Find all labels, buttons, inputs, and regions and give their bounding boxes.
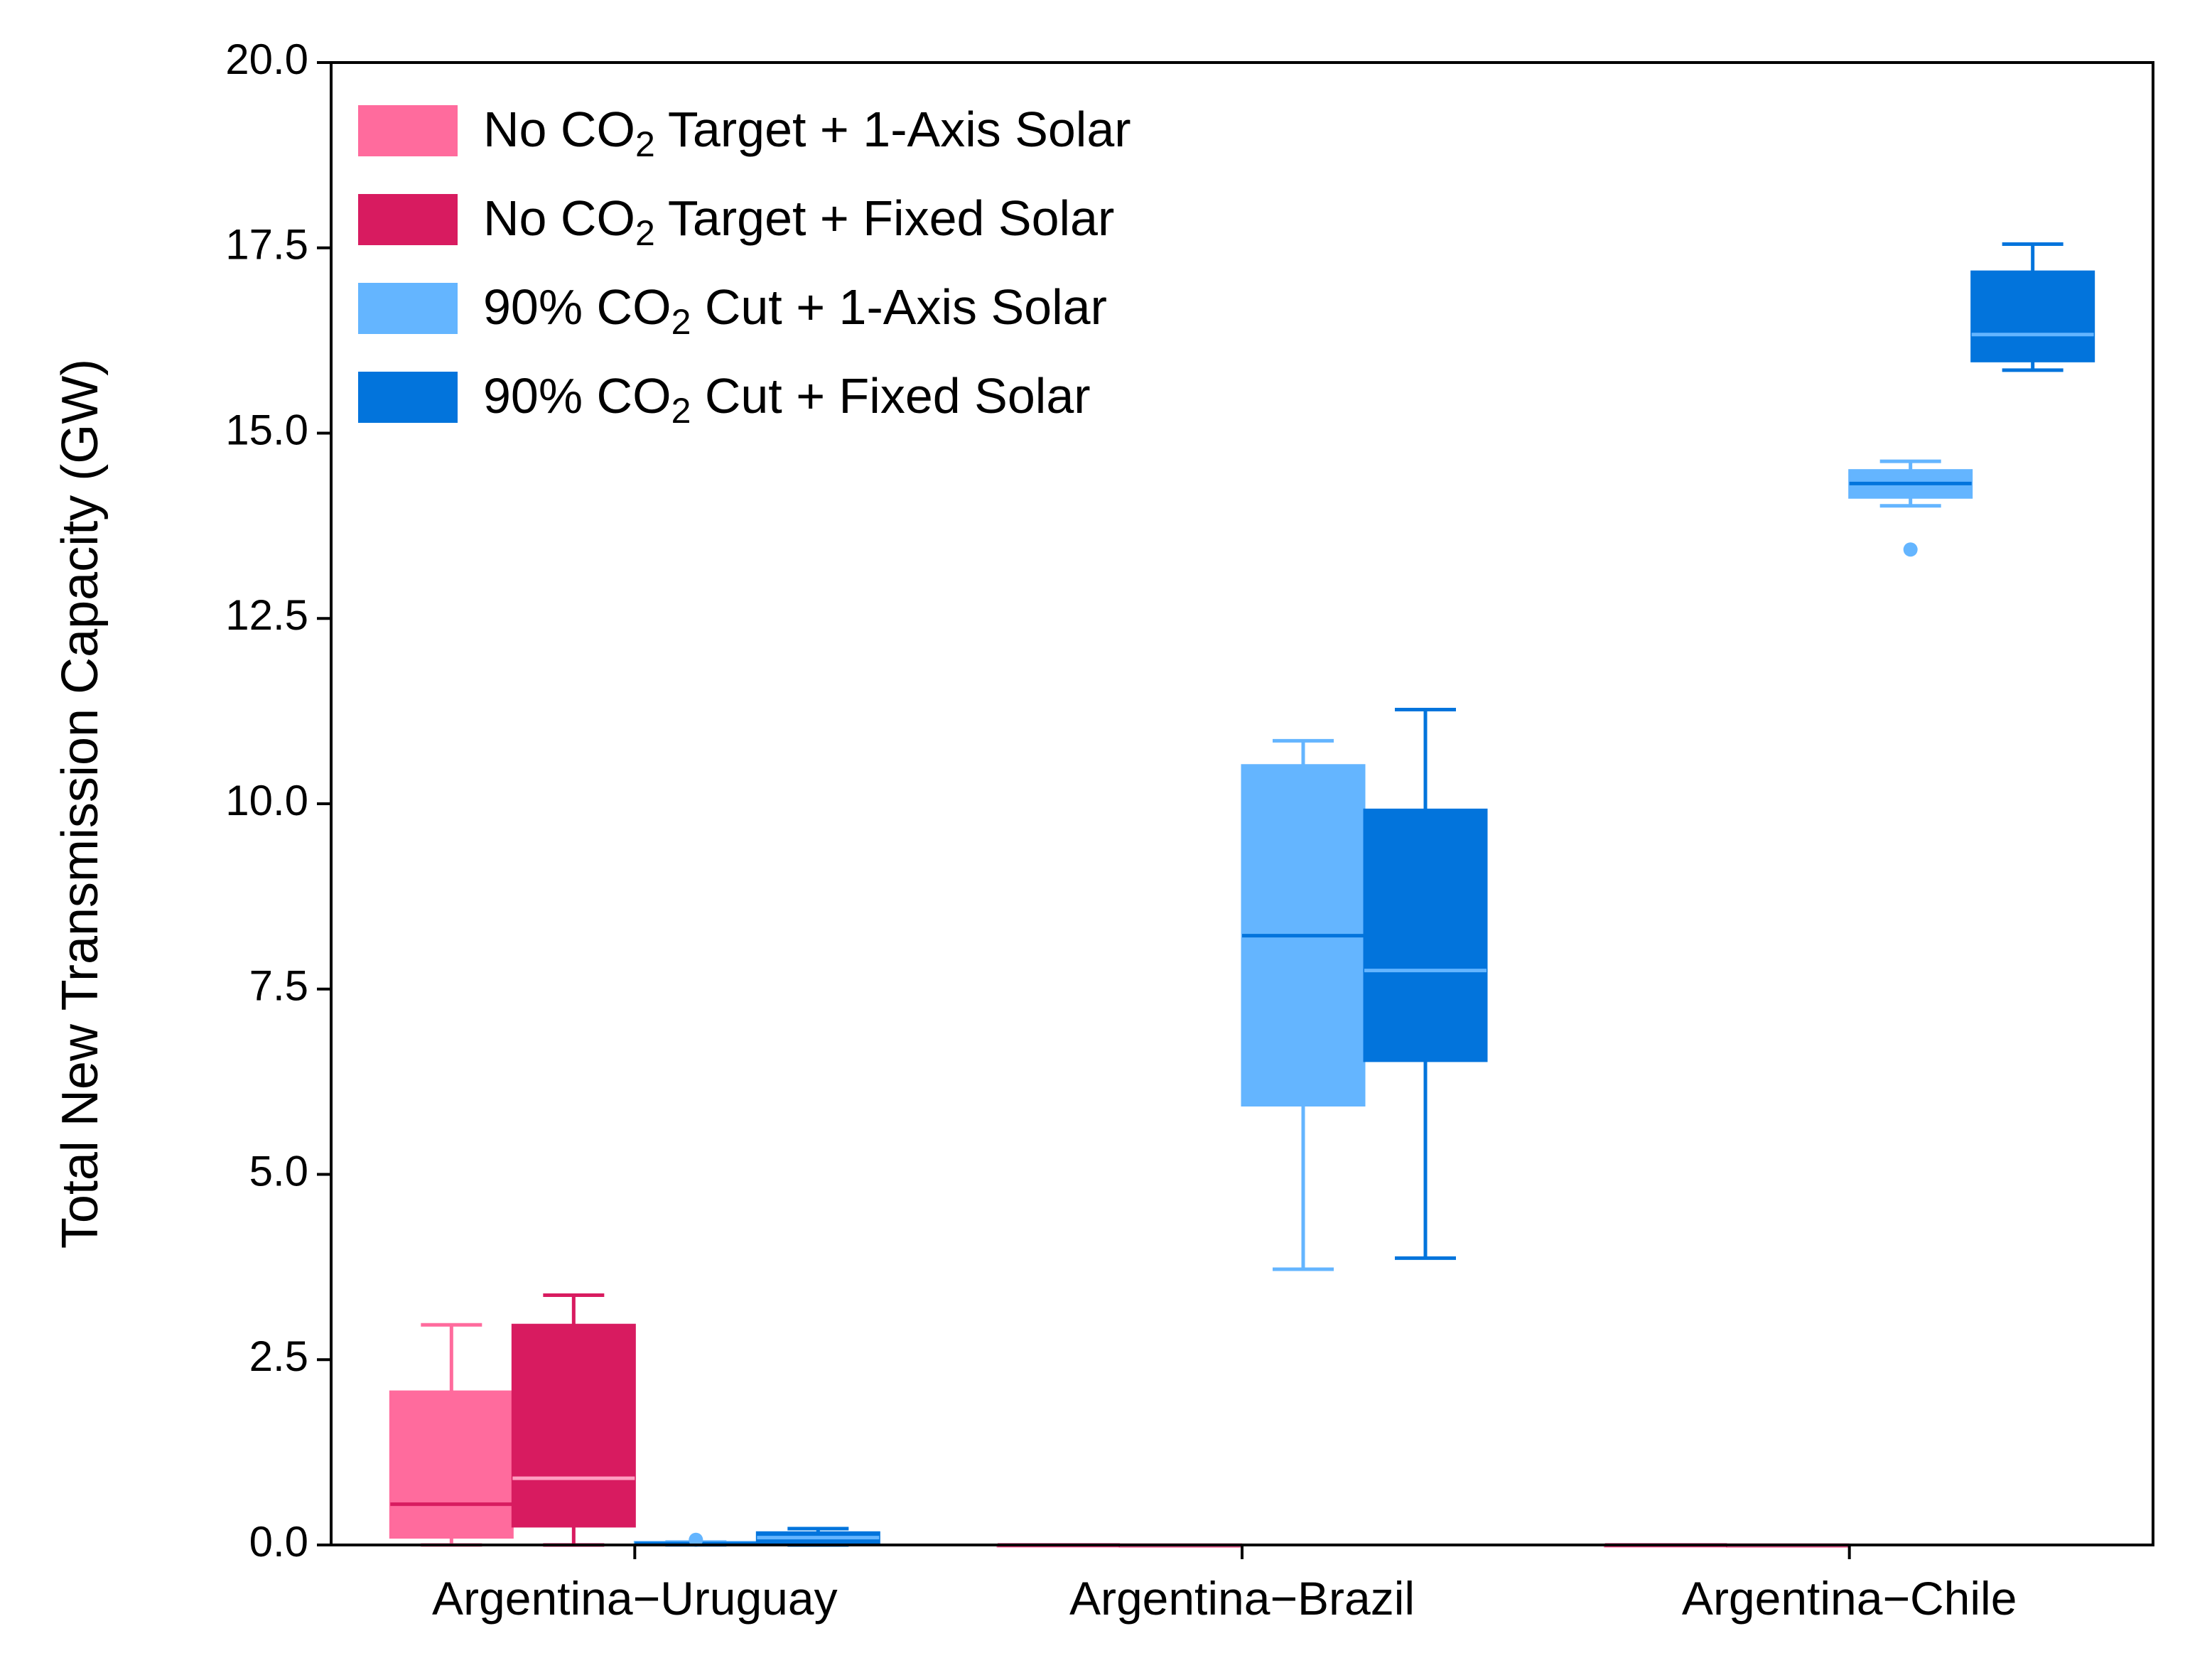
y-tick-label: 20.0 xyxy=(225,36,308,83)
box-3-2 xyxy=(1970,242,2095,372)
legend-label-text: Cut + Fixed Solar xyxy=(691,368,1090,424)
box-0-0 xyxy=(389,1323,514,1547)
y-tick-label: 5.0 xyxy=(249,1147,308,1195)
plot-area xyxy=(389,242,2095,1548)
x-tick-label: Argentina−Chile xyxy=(1682,1572,2017,1625)
box-body xyxy=(1363,808,1488,1062)
y-tick-label: 17.5 xyxy=(225,221,308,269)
flier-point xyxy=(1903,542,1918,557)
x-axis: Argentina−Uruguay Argentina−Brazil Argenti… xyxy=(432,1545,2017,1625)
x-tick-label: Argentina−Uruguay xyxy=(432,1572,838,1625)
legend-label: 90% CO2 Cut + Fixed Solar xyxy=(483,368,1091,431)
legend-label-text: 90% CO xyxy=(483,368,671,424)
legend-label-text: Target + 1-Axis Solar xyxy=(655,102,1131,157)
legend-swatch xyxy=(358,283,458,334)
box-body xyxy=(389,1390,514,1539)
box-body xyxy=(1970,270,2095,362)
legend-item: No CO2 Target + 1-Axis Solar xyxy=(358,102,1131,164)
box-3-1 xyxy=(1363,708,1488,1260)
legend-swatch xyxy=(358,372,458,423)
box-body xyxy=(511,1323,636,1528)
flier-point xyxy=(689,1532,703,1547)
legend-swatch xyxy=(358,105,458,156)
y-axis: 0.0 2.5 5.0 7.5 10.0 12.5 15.0 17.5 20.0 xyxy=(225,36,331,1566)
legend-label-subscript: 2 xyxy=(671,302,691,342)
legend-item: 90% CO2 Cut + 1-Axis Solar xyxy=(358,279,1107,342)
box-2-2 xyxy=(1848,459,1973,557)
legend-label-subscript: 2 xyxy=(671,391,691,431)
legend-label-subscript: 2 xyxy=(635,213,655,253)
y-tick-label: 12.5 xyxy=(225,591,308,639)
y-axis-label: Total New Transmission Capacity (GW) xyxy=(52,359,109,1249)
legend-label-text: Target + Fixed Solar xyxy=(655,190,1115,246)
box-2-1 xyxy=(1241,738,1366,1271)
legend-item: No CO2 Target + Fixed Solar xyxy=(358,190,1114,253)
legend-label: 90% CO2 Cut + 1-Axis Solar xyxy=(483,279,1107,342)
y-tick-label: 10.0 xyxy=(225,777,308,824)
y-tick-label: 15.0 xyxy=(225,406,308,453)
y-tick-label: 7.5 xyxy=(249,962,308,1010)
x-tick-label: Argentina−Brazil xyxy=(1069,1572,1415,1625)
y-tick-label: 2.5 xyxy=(249,1332,308,1380)
legend-label-text: Cut + 1-Axis Solar xyxy=(691,279,1107,335)
box-3-0 xyxy=(755,1526,880,1547)
legend-label-text: 90% CO xyxy=(483,279,671,335)
legend-label-subscript: 2 xyxy=(635,124,655,164)
legend-label-text: No CO xyxy=(483,190,635,246)
legend-item: 90% CO2 Cut + Fixed Solar xyxy=(358,368,1091,431)
legend-swatch xyxy=(358,194,458,245)
legend-label-text: No CO xyxy=(483,102,635,157)
legend-label: No CO2 Target + Fixed Solar xyxy=(483,190,1114,253)
box-1-0 xyxy=(511,1293,636,1547)
legend-label: No CO2 Target + 1-Axis Solar xyxy=(483,102,1131,164)
y-tick-label: 0.0 xyxy=(249,1518,308,1566)
